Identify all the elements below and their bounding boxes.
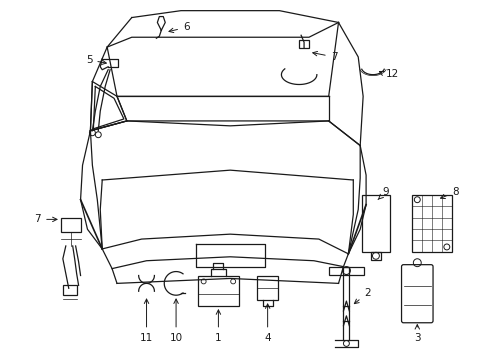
Text: 3: 3 (413, 325, 420, 342)
Bar (61, 219, 81, 232)
Text: 8: 8 (440, 187, 458, 199)
Text: 9: 9 (377, 187, 388, 199)
Text: 1: 1 (215, 310, 221, 342)
Text: 12: 12 (385, 69, 398, 79)
Bar (63, 285, 77, 295)
Bar (411, 195, 451, 252)
Text: 6: 6 (169, 22, 189, 33)
Bar (328, 267, 364, 275)
Text: 5: 5 (85, 55, 106, 65)
Text: 2: 2 (354, 288, 370, 303)
Bar (197, 276, 239, 306)
Text: 4: 4 (264, 304, 270, 342)
Text: 7: 7 (312, 51, 337, 62)
Bar (299, 40, 308, 48)
Text: 7: 7 (35, 215, 57, 224)
Bar (370, 252, 380, 260)
Text: 11: 11 (140, 299, 153, 342)
Bar (362, 195, 389, 252)
Bar (256, 276, 278, 300)
Text: 10: 10 (169, 299, 182, 342)
